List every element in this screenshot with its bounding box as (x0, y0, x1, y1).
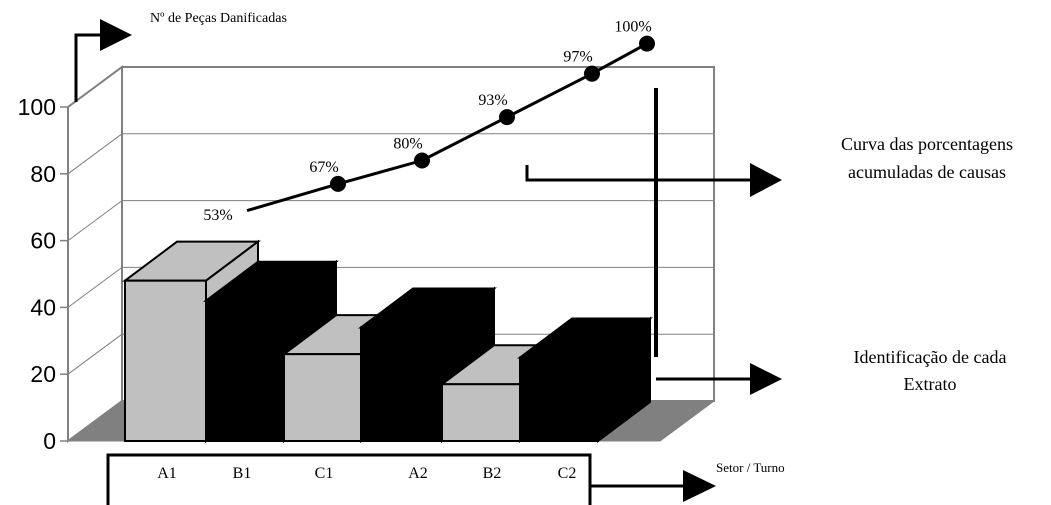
bars (122, 239, 653, 443)
x-tick-label: B1 (233, 465, 252, 482)
cumulative-point (639, 35, 655, 52)
cumulative-point (584, 65, 600, 82)
cumulative-label: 93% (478, 92, 507, 109)
y-axis-ticks: 0 20 40 60 80 100 (18, 94, 68, 454)
cumulative-label: 97% (563, 49, 592, 66)
y-label-arrow-line (74, 33, 102, 102)
y-label-arrow-head-icon (100, 19, 132, 51)
cumulative-label: 67% (309, 159, 338, 176)
cumulative-label: 80% (393, 136, 422, 153)
y-tick-label: 0 (43, 428, 56, 454)
y-axis-label: Nº de Peças Danificadas (150, 11, 287, 26)
x-axis-labels: A1 B1 C1 A2 B2 C2 (157, 465, 576, 482)
left-wall-gridline (67, 133, 123, 175)
cumulative-curve: 53% 67% 80% 93% 97% 100% (203, 19, 655, 224)
y-tick-label: 20 (30, 361, 56, 387)
curve-note-line-2: acumuladas de causas (848, 162, 1006, 182)
x-label-arrow-head-icon (683, 470, 716, 502)
cumulative-point (330, 175, 346, 192)
left-wall-gridline (67, 333, 123, 375)
cumulative-point (499, 109, 515, 126)
gridlines (67, 66, 714, 375)
left-wall-gridline (67, 200, 123, 242)
x-tick-label: A2 (408, 465, 428, 482)
id-note-line-1: Identificação de cada (854, 347, 1007, 367)
curve-note-arrow-head-icon (750, 163, 782, 197)
curve-note-line-1: Curva das porcentagens (841, 134, 1013, 154)
y-tick-label: 40 (30, 294, 56, 320)
curve-note-arrow-line (525, 165, 752, 182)
id-note-arrow-head-icon (750, 363, 782, 395)
y-tick-label: 80 (30, 161, 56, 187)
x-axis-label: Setor / Turno (716, 460, 785, 475)
bar-C2 (517, 316, 653, 443)
cumulative-point (414, 152, 430, 169)
category-box (106, 453, 592, 505)
cumulative-label: 100% (614, 19, 651, 36)
cumulative-label: 53% (203, 207, 232, 224)
left-wall (67, 65, 123, 443)
x-tick-label: C1 (315, 465, 334, 482)
cumulative-line (246, 42, 648, 213)
x-tick-label: A1 (157, 465, 177, 482)
y-tick-label: 100 (18, 94, 56, 120)
x-tick-label: B2 (483, 465, 502, 482)
x-tick-label: C2 (558, 465, 577, 482)
y-tick-label: 60 (30, 228, 56, 254)
id-note-line-2: Extrato (904, 374, 957, 394)
left-wall-gridline (67, 266, 123, 308)
